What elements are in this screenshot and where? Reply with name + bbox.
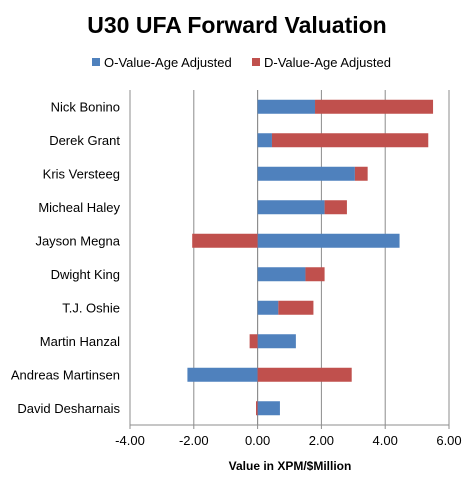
x-tick-label: 2.00 — [309, 433, 334, 448]
legend-swatch — [92, 58, 100, 66]
category-label: Martin Hanzal — [40, 334, 120, 349]
bar-o-value — [187, 367, 258, 382]
legend: O-Value-Age Adjusted D-Value-Age Adjusted — [92, 55, 391, 70]
category-label: Jayson Megna — [35, 233, 120, 248]
bars — [187, 99, 434, 416]
category-label: Nick Bonino — [51, 99, 120, 114]
category-labels: Nick Bonino Derek Grant Kris Versteeg Miche… — [11, 99, 121, 416]
bar-d-value — [271, 133, 429, 148]
category-label: Dwight King — [51, 267, 120, 282]
x-tick-labels: -4.00 -2.00 0.00 2.00 4.00 6.00 — [115, 433, 461, 448]
x-tick-label: -4.00 — [115, 433, 145, 448]
bar-d-value — [256, 401, 258, 416]
bar-o-value — [257, 300, 279, 315]
x-tick-label: 4.00 — [373, 433, 398, 448]
bar-o-value — [257, 133, 272, 148]
x-tick-label: -2.00 — [179, 433, 209, 448]
category-label: T.J. Oshie — [62, 300, 120, 315]
bar-d-value — [305, 267, 325, 282]
bar-d-value — [324, 200, 347, 215]
x-axis-title: Value in XPM/$Million — [229, 459, 352, 473]
bar-d-value — [249, 334, 258, 349]
bar-d-value — [192, 233, 258, 248]
category-label: Andreas Martinsen — [11, 367, 120, 382]
legend-swatch — [252, 58, 260, 66]
legend-label: O-Value-Age Adjusted — [104, 55, 232, 70]
legend-label: D-Value-Age Adjusted — [264, 55, 391, 70]
x-tick-label: 0.00 — [245, 433, 270, 448]
category-label: Derek Grant — [49, 133, 120, 148]
bar-o-value — [257, 200, 325, 215]
bar-d-value — [315, 99, 434, 114]
bar-d-value — [278, 300, 314, 315]
bar-d-value — [257, 367, 352, 382]
chart-title: U30 UFA Forward Valuation — [87, 12, 386, 38]
x-tick-label: 6.00 — [436, 433, 461, 448]
category-label: Micheal Haley — [38, 200, 120, 215]
bar-o-value — [257, 267, 306, 282]
bar-d-value — [354, 166, 368, 181]
bar-o-value — [257, 166, 355, 181]
bar-o-value — [257, 334, 296, 349]
bar-o-value — [257, 99, 316, 114]
bar-o-value — [257, 233, 400, 248]
category-label: Kris Versteeg — [43, 166, 120, 181]
category-label: David Desharnais — [17, 401, 120, 416]
bar-o-value — [257, 401, 280, 416]
